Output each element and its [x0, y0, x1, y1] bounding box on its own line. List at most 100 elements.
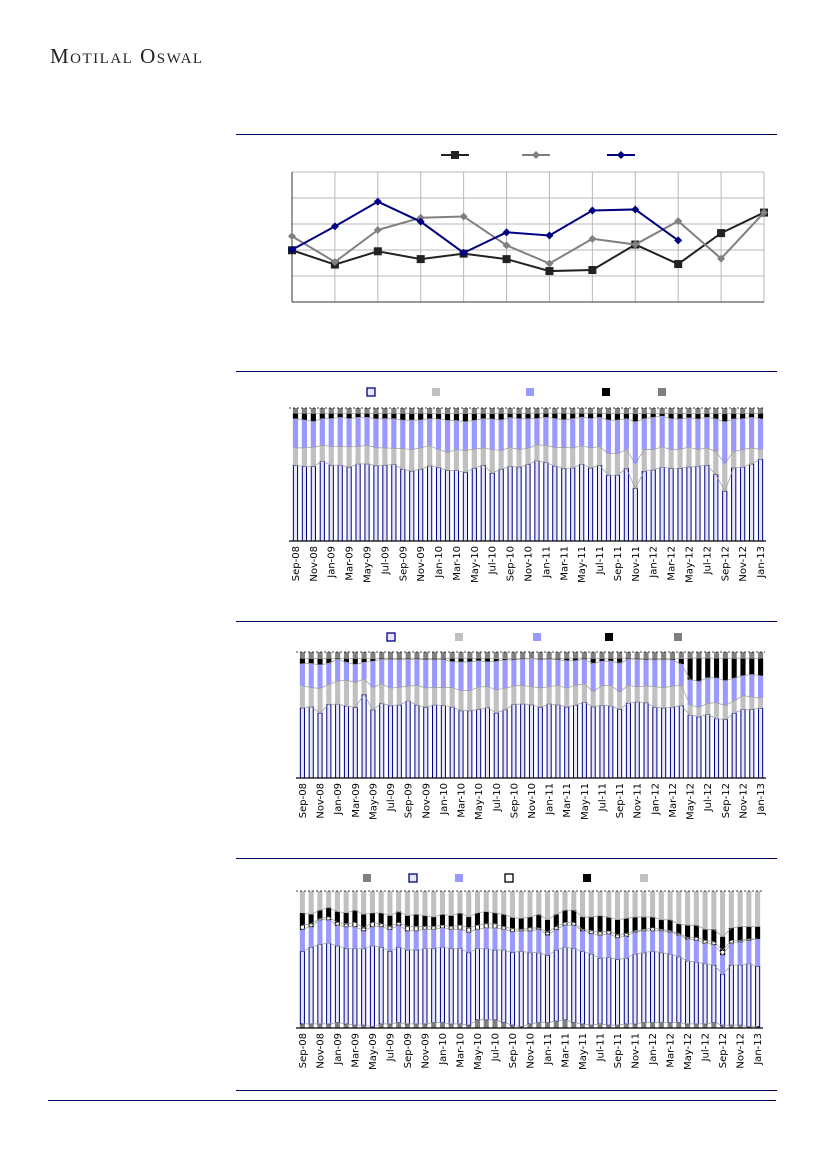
bar-segment — [440, 687, 446, 706]
legend-marker — [455, 874, 463, 882]
series-line — [291, 200, 679, 255]
bar-segment — [378, 891, 384, 913]
bar-segment — [471, 408, 477, 414]
bar-segment — [687, 714, 693, 779]
bar-segment — [678, 664, 684, 686]
bar-segment — [352, 706, 358, 779]
bar-segment — [520, 658, 526, 660]
bar-segment — [740, 449, 746, 468]
bar-segment — [432, 658, 438, 660]
bar-segment — [581, 658, 587, 660]
legend-marker — [674, 633, 682, 641]
bar-segment — [511, 652, 517, 659]
bar-segment — [471, 413, 477, 421]
bar-segment — [758, 658, 764, 676]
bar-segment — [489, 419, 495, 450]
bar-segment — [444, 420, 451, 453]
bar-segment — [361, 1025, 367, 1028]
bar-segment — [422, 1023, 428, 1028]
bar-segment — [755, 965, 761, 1028]
bar-segment — [588, 447, 594, 468]
bar-segment — [561, 408, 567, 414]
bar-segment — [553, 891, 559, 915]
x-tick-label: Sep-10 — [509, 783, 520, 818]
bar-segment — [632, 421, 638, 464]
bar-segment — [480, 464, 486, 542]
bar-segment — [570, 413, 576, 419]
bar-segment — [335, 703, 341, 779]
bar-segment — [457, 948, 463, 1025]
bar-segment — [292, 447, 299, 466]
bar-segment — [409, 413, 415, 421]
bar-segment — [361, 930, 367, 949]
bar-segment — [476, 658, 482, 661]
series-boundary-line — [295, 444, 761, 465]
bar-segment — [471, 420, 477, 450]
bar-segment — [625, 685, 631, 704]
x-tick-label: Sep-09 — [398, 546, 409, 581]
bar-segment — [669, 659, 676, 687]
bar-segment — [555, 685, 561, 705]
bar-segment — [590, 652, 596, 659]
bar-segment — [498, 450, 504, 470]
bar-segment — [299, 950, 305, 1025]
bar-segment — [695, 465, 701, 542]
bar-segment — [678, 658, 684, 665]
bar-segment — [686, 447, 692, 467]
data-point — [502, 255, 511, 264]
bar-segment — [346, 418, 352, 447]
bar-segment — [346, 408, 352, 414]
bar-segment — [391, 463, 397, 542]
bar-segment — [650, 408, 656, 414]
bar-segment — [308, 914, 314, 924]
bar-segment — [720, 954, 726, 975]
bar-segment — [676, 956, 682, 1024]
bar-segment — [536, 914, 542, 928]
bar-segment — [544, 891, 551, 920]
bar-segment — [520, 685, 526, 704]
bar-segment — [746, 926, 752, 939]
bar-segment — [696, 681, 702, 708]
bar-segment — [361, 693, 367, 779]
bar-segment — [343, 912, 349, 924]
bar-segment — [650, 1022, 656, 1028]
x-tick-label: Mar-09 — [350, 1033, 361, 1068]
bar-segment — [740, 408, 746, 414]
bar-segment — [440, 652, 446, 659]
bar-segment — [543, 417, 549, 446]
x-tick-label: Mar-09 — [351, 783, 362, 818]
bar-segment — [561, 447, 567, 469]
bar-segment — [334, 945, 340, 1024]
bar-segment — [608, 661, 614, 686]
bar-segment — [317, 664, 323, 689]
bar-segment — [579, 917, 586, 930]
bar-segment — [686, 417, 692, 448]
bar-segment — [484, 652, 490, 659]
bar-segment — [534, 418, 540, 445]
bar-segment — [667, 953, 673, 1024]
bar-segment — [387, 950, 393, 1025]
bar-segment — [552, 447, 558, 466]
bar-segment — [693, 925, 699, 938]
bar-segment — [579, 413, 585, 418]
bar-segment — [414, 685, 420, 706]
bar-segment — [483, 948, 489, 1021]
bar-segment — [749, 652, 755, 659]
data-point — [459, 248, 468, 257]
bar-segment — [335, 658, 341, 660]
bar-segment — [509, 1025, 516, 1028]
bar-segment — [669, 706, 676, 779]
legend-marker — [605, 633, 613, 641]
bar-segment — [328, 413, 334, 419]
bar-segment — [427, 465, 433, 542]
bar-segment — [418, 468, 424, 542]
bar-segment — [755, 891, 761, 927]
bar-segment — [343, 652, 350, 659]
bar-segment — [711, 944, 717, 965]
bar-segment — [528, 658, 535, 687]
bar-segment — [615, 919, 621, 935]
bar-segment — [696, 716, 702, 779]
bar-segment — [308, 946, 314, 1025]
bar-segment — [536, 952, 542, 1024]
bar-segment — [435, 419, 442, 450]
